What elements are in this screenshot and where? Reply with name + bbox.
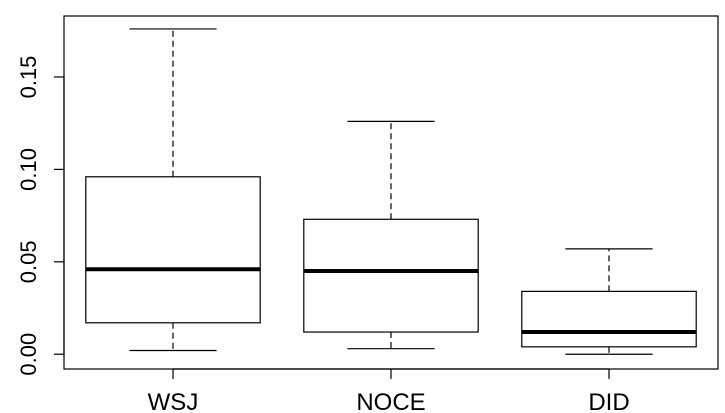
boxes	[85, 28, 697, 355]
interquartile-box	[85, 176, 261, 324]
y-tick-label: 0.10	[16, 148, 41, 191]
y-tick-label: 0.05	[16, 240, 41, 283]
box-noce	[303, 120, 479, 350]
interquartile-box	[521, 290, 697, 348]
y-axis: 0.00 0.05 0.10 0.15	[16, 56, 65, 376]
box-wsj	[85, 28, 261, 352]
x-tick-label: DID	[588, 389, 629, 413]
x-tick-label: NOCE	[356, 389, 425, 413]
y-tick-label: 0.00	[16, 333, 41, 376]
y-tick-label: 0.15	[16, 56, 41, 99]
x-axis: WSJ NOCE DID	[148, 368, 630, 413]
x-tick-label: WSJ	[148, 389, 199, 413]
box-did	[521, 248, 697, 355]
interquartile-box	[303, 218, 479, 333]
